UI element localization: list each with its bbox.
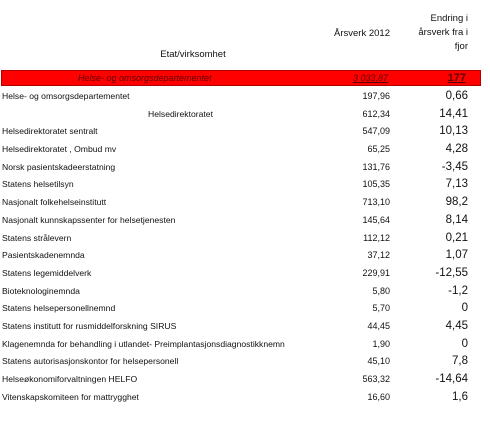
row-endring: -14,64: [435, 373, 468, 385]
row-name: Klagenemnda for behandling i utlandet- P…: [2, 338, 285, 349]
table-row[interactable]: Statens strålevern 112,12 0,21: [0, 230, 490, 248]
table-row[interactable]: Vitenskapskomiteen for mattrygghet 16,60 1…: [0, 389, 490, 407]
row-endring: 0,21: [445, 231, 468, 244]
table-row[interactable]: Bioteknologinemnda 5,80 -1,2: [0, 283, 490, 301]
header-endring-line-2: årsverk fra i: [418, 27, 468, 38]
row-arsverk: 5,80: [372, 285, 390, 296]
row-name: Helseøkonomiforvaltningen HELFO: [2, 374, 138, 384]
header-etat-virksomhet: Etat/virksomhet: [160, 49, 226, 60]
row-name: Helsedirektoratet sentralt: [2, 126, 98, 137]
row-arsverk: 37,12: [367, 250, 390, 261]
row-endring: 7,8: [452, 355, 468, 368]
row-name: Helsedirektoratet , Ombud mv: [2, 144, 117, 155]
row-endring: 0: [461, 302, 468, 315]
total-row-endring: 177: [447, 72, 466, 84]
table-row[interactable]: Helsedirektoratet sentralt 547,09 10,13: [0, 123, 490, 141]
table-row[interactable]: Statens legemiddelverk 229,91 -12,55: [0, 265, 490, 283]
total-row-highlighted[interactable]: Helse- og omsorgsdepartementet 3 033,87 …: [1, 70, 481, 86]
row-endring: 1,6: [452, 390, 468, 403]
row-name: Pasientskadenemnda: [2, 250, 85, 261]
row-endring: 98,2: [445, 196, 468, 209]
row-arsverk: 547,09: [362, 126, 390, 137]
table-row[interactable]: Nasjonalt kunnskapssenter for helsetjene…: [0, 212, 490, 230]
row-arsverk: 229,91: [362, 267, 390, 278]
row-arsverk: 112,12: [363, 232, 390, 243]
row-endring: 1,07: [445, 249, 468, 262]
table-row[interactable]: Norsk pasientskadeerstatning 131,76 -3,45: [0, 159, 490, 177]
row-arsverk: 145,64: [362, 214, 390, 225]
row-arsverk: 612,34: [362, 108, 390, 119]
total-row-name: Helse- og omsorgsdepartementet: [78, 73, 212, 83]
header-arsverk-2012: Årsverk 2012: [334, 28, 390, 39]
row-name: Statens strålevern: [2, 232, 72, 243]
row-endring: 7,13: [445, 178, 468, 191]
header-endring: Endring i årsverk fra i fjor: [396, 12, 468, 54]
row-arsverk: 16,60: [367, 391, 390, 402]
header-endring-line-1: Endring i: [430, 13, 469, 24]
table-row[interactable]: Statens helsetilsyn 105,35 7,13: [0, 176, 490, 194]
table-row[interactable]: Statens institutt for rusmiddelforskning…: [0, 318, 490, 336]
table-body: Helse- og omsorgsdepartementet 197,96 0,66…: [0, 88, 490, 406]
row-arsverk: 131,76: [362, 161, 390, 172]
table-row[interactable]: Helse- og omsorgsdepartementet 197,96 0,66: [0, 88, 490, 106]
table-row[interactable]: Statens autorisasjonskontor for helseper…: [0, 353, 490, 371]
row-endring: 4,28: [445, 143, 468, 156]
row-endring: 4,45: [445, 319, 468, 332]
row-arsverk: 44,45: [367, 320, 390, 331]
row-endring: -3,45: [441, 160, 468, 173]
row-endring: 0: [461, 337, 468, 350]
row-name: Nasjonalt folkehelseinstitutt: [2, 197, 107, 208]
row-arsverk: 45,10: [367, 356, 390, 367]
row-name: Vitenskapskomiteen for mattrygghet: [2, 391, 139, 402]
row-arsverk: 105,35: [362, 179, 390, 190]
table-row[interactable]: Helsedirektoratet 612,34 14,41: [0, 106, 490, 124]
row-name: Helse- og omsorgsdepartementet: [2, 91, 130, 101]
total-row-arsverk: 3 033,87: [352, 73, 388, 83]
row-name: Helsedirektoratet: [148, 108, 213, 119]
row-name: Norsk pasientskadeerstatning: [2, 161, 116, 172]
table-row[interactable]: Nasjonalt folkehelseinstitutt 713,10 98,2: [0, 194, 490, 212]
table-row[interactable]: Klagenemnda for behandling i utlandet- P…: [0, 336, 490, 354]
row-arsverk: 563,32: [362, 374, 390, 384]
table-row[interactable]: Helsedirektoratet , Ombud mv 65,25 4,28: [0, 141, 490, 159]
header-endring-line-3: fjor: [454, 41, 468, 52]
row-name: Statens helsepersonellnemnd: [2, 303, 116, 314]
row-endring: 14,41: [439, 107, 468, 120]
row-endring: -12,55: [435, 266, 468, 279]
row-endring: -1,2: [448, 284, 468, 297]
row-name: Bioteknologinemnda: [2, 285, 80, 296]
row-arsverk: 5,70: [372, 303, 390, 314]
table-row[interactable]: Statens helsepersonellnemnd 5,70 0: [0, 300, 490, 318]
row-arsverk: 713,10: [362, 197, 390, 208]
row-name: Statens helsetilsyn: [2, 179, 74, 190]
row-arsverk: 197,96: [362, 91, 390, 101]
row-arsverk: 1,90: [372, 338, 390, 349]
row-endring: 0,66: [445, 90, 468, 102]
row-name: Statens institutt for rusmiddelforskning…: [2, 320, 177, 331]
row-name: Nasjonalt kunnskapssenter for helsetjene…: [2, 214, 176, 225]
row-arsverk: 65,25: [367, 144, 390, 155]
row-name: Statens legemiddelverk: [2, 267, 92, 278]
row-endring: 8,14: [445, 213, 468, 226]
row-endring: 10,13: [439, 125, 468, 138]
row-name: Statens autorisasjonskontor for helseper…: [2, 356, 179, 367]
table-row[interactable]: Pasientskadenemnda 37,12 1,07: [0, 247, 490, 265]
table-row[interactable]: Helseøkonomiforvaltningen HELFO 563,32 -14…: [0, 371, 490, 389]
